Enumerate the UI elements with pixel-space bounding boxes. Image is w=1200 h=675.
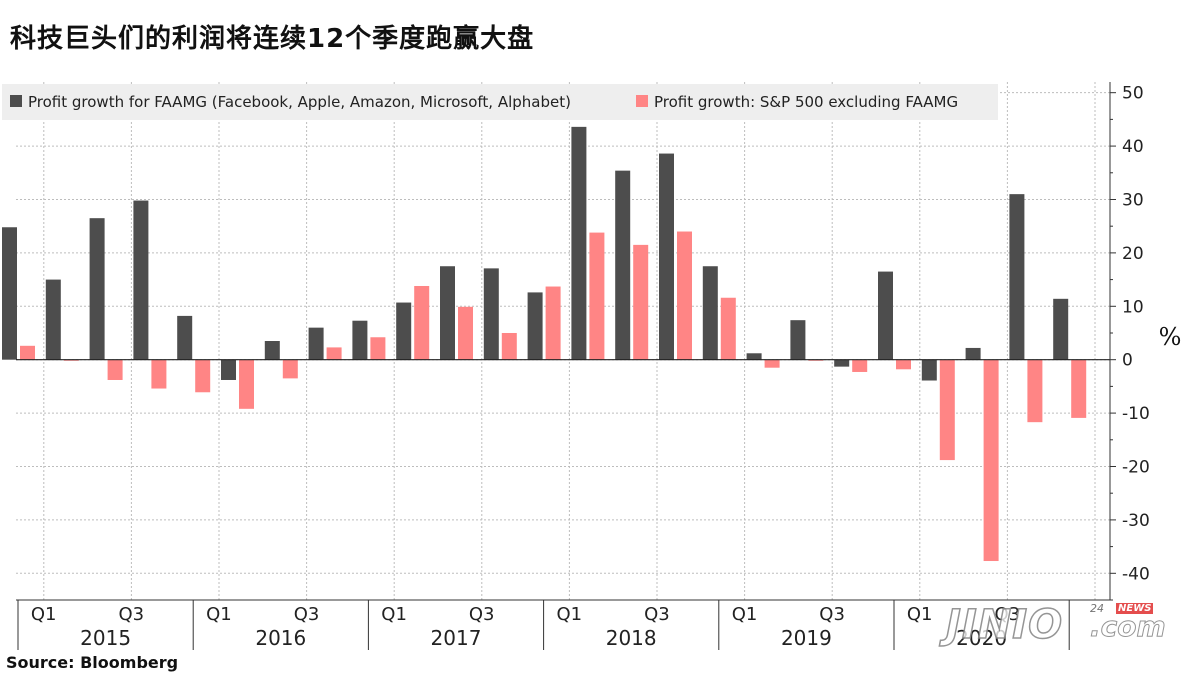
x-tick-label-year: 2020 — [956, 626, 1007, 650]
x-tick-label-quarter: Q1 — [31, 604, 57, 625]
y-tick-label: 20 — [1122, 244, 1144, 264]
bar-faamg-2019-q4 — [834, 359, 850, 367]
bar-sp500-2019-q2 — [764, 359, 780, 368]
bar-faamg-2016-q4 — [308, 327, 324, 360]
bar-faamg-2018-q2 — [571, 126, 587, 360]
y-tick-label: -10 — [1122, 404, 1150, 424]
bar-sp500-2020-q3 — [983, 359, 999, 562]
bar-faamg-extra — [1053, 298, 1069, 360]
bar-faamg-2016-q1 — [177, 315, 193, 360]
bar-faamg-2015-q1 — [2, 227, 17, 360]
bar-sp500-2016-q1 — [195, 359, 211, 393]
bar-sp500-2018-q1 — [545, 286, 561, 360]
y-tick-label: 40 — [1122, 137, 1144, 157]
x-tick-label-quarter: Q1 — [907, 604, 933, 625]
bar-faamg-2018-q1 — [527, 292, 543, 360]
legend-swatch-faamg — [10, 95, 22, 107]
bar-faamg-2015-q4 — [133, 200, 149, 360]
bar-faamg-2015-q3 — [89, 218, 105, 360]
bar-sp500-2015-q1 — [20, 345, 35, 360]
bar-sp500-2019-q1 — [720, 297, 736, 360]
source-note: Source: Bloomberg — [6, 653, 179, 672]
y-tick-label: -20 — [1122, 457, 1150, 477]
x-tick-label-year: 2015 — [80, 626, 131, 650]
bar-sp500-2020-q4 — [1027, 359, 1043, 423]
x-tick-label-quarter: Q3 — [469, 604, 495, 625]
y-tick-label: -30 — [1122, 511, 1150, 531]
bar-faamg-2019-q1 — [702, 266, 718, 360]
bar-sp500-2018-q2 — [589, 232, 605, 360]
x-tick-label-quarter: Q3 — [819, 604, 845, 625]
bar-faamg-2019-q3 — [790, 320, 806, 360]
bar-sp500-2019-q4 — [852, 359, 868, 372]
bar-faamg-2019-q2 — [746, 353, 762, 360]
x-tick-label-quarter: Q3 — [294, 604, 320, 625]
bar-sp500-2016-q4 — [326, 347, 342, 360]
bar-sp500-2018-q3 — [633, 244, 649, 360]
x-tick-label-year: 2019 — [781, 626, 832, 650]
axes: -40 -30 -20 -10 0 10 20 30 40 50 Q1 Q3 Q1 Q3 Q1 Q3 Q1 Q3 Q… — [16, 82, 1150, 650]
bar-faamg-2017-q3 — [440, 266, 455, 360]
bar-faamg-2015-q2 — [45, 279, 61, 360]
bar-faamg-2016-q2 — [221, 359, 236, 380]
bar-faamg-2020-q2 — [921, 359, 937, 381]
bar-faamg-2017-q4 — [483, 268, 499, 360]
legend: Profit growth for FAAMG (Facebook, Apple… — [2, 84, 998, 120]
legend-background — [2, 84, 998, 120]
bar-sp500-2017-q2 — [414, 285, 430, 360]
x-tick-label-quarter: Q1 — [206, 604, 232, 625]
x-tick-label-year: 2016 — [255, 626, 306, 650]
x-tick-label-year: 2018 — [606, 626, 657, 650]
y-tick-label: 30 — [1122, 190, 1144, 210]
bar-sp500-extra — [1071, 359, 1087, 418]
x-tick-label-quarter: Q1 — [556, 604, 582, 625]
chart-title: 科技巨头们的利润将连续12个季度跑赢大盘 — [10, 24, 535, 54]
legend-swatch-sp500 — [636, 95, 648, 107]
bar-sp500-2017-q3 — [458, 306, 473, 360]
legend-label-faamg: Profit growth for FAAMG (Facebook, Apple… — [28, 93, 571, 111]
bar-sp500-2015-q4 — [151, 359, 167, 389]
y-tick-label: 50 — [1122, 84, 1144, 104]
bar-sp500-2020-q2 — [939, 359, 955, 461]
bar-sp500-2016-q3 — [282, 359, 298, 379]
bar-sp500-2020-q1 — [896, 359, 911, 370]
y-tick-label: 10 — [1122, 297, 1144, 317]
y-tick-label: -40 — [1122, 564, 1150, 584]
x-tick-label-year: 2017 — [431, 626, 482, 650]
bar-sp500-2017-q1 — [370, 337, 386, 360]
bars — [2, 126, 1087, 562]
bar-faamg-2020-q4 — [1009, 194, 1025, 360]
bar-sp500-2018-q4 — [677, 231, 692, 360]
legend-label-sp500: Profit growth: S&P 500 excluding FAAMG — [654, 93, 958, 111]
bar-faamg-2018-q4 — [659, 153, 674, 360]
x-tick-label-quarter: Q1 — [381, 604, 407, 625]
y-tick-label: 0 — [1122, 351, 1133, 371]
y-unit-label: % — [1159, 323, 1182, 351]
x-tick-label-quarter: Q3 — [118, 604, 144, 625]
bar-sp500-2015-q3 — [107, 359, 123, 380]
x-tick-label-quarter: Q1 — [732, 604, 758, 625]
bar-faamg-2017-q2 — [396, 302, 412, 360]
bar-faamg-2020-q1 — [878, 271, 893, 360]
bar-sp500-2017-q4 — [501, 332, 517, 360]
bar-sp500-2016-q2 — [239, 359, 254, 409]
bar-faamg-2020-q3 — [965, 347, 981, 360]
bar-faamg-2016-q3 — [264, 341, 280, 360]
x-tick-label-quarter: Q3 — [644, 604, 670, 625]
bar-faamg-2017-q1 — [352, 320, 368, 360]
bar-faamg-2018-q3 — [615, 170, 631, 360]
x-tick-label-quarter: Q3 — [994, 604, 1020, 625]
